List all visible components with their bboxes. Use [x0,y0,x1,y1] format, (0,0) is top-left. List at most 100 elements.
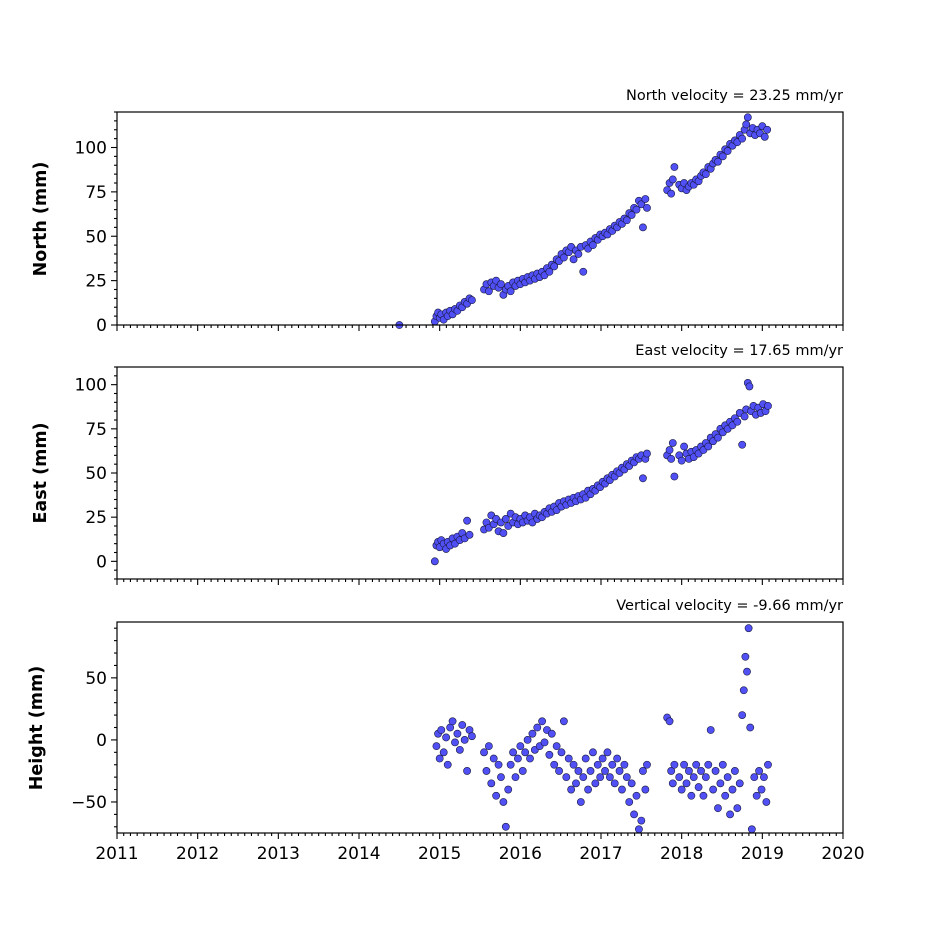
data-point [723,773,732,782]
data-point [501,515,510,523]
data-point [506,760,515,769]
data-point [574,767,583,775]
data-point [533,723,542,732]
data-point [528,729,537,738]
data-point [589,748,597,757]
north-points [395,113,772,329]
data-point [764,760,772,769]
data-point [752,791,761,800]
data-point [437,726,446,734]
data-point [757,785,766,794]
data-point [718,760,727,769]
data-point [596,773,605,782]
north-y-ticks: 0 25 50 75 100 [75,111,117,336]
data-point [622,216,631,225]
data-point [728,785,737,794]
x-tick-label: 2014 [337,844,380,864]
data-point [667,189,676,198]
data-point [615,767,624,775]
data-point [733,804,742,813]
data-point [694,783,703,791]
data-point [569,255,578,264]
east-panel-title: East velocity = 17.65 mm/yr [635,343,843,359]
data-point [430,557,439,566]
data-point [482,767,491,775]
y-tick-label: −50 [71,793,107,813]
data-point [526,754,534,763]
data-point [610,779,619,788]
data-point [579,267,588,276]
data-point [677,456,686,465]
x-tick-label: 2015 [418,844,461,864]
y-tick-label: 75 [85,183,107,203]
y-tick-label: 25 [85,508,107,528]
north-plot-frame [116,111,844,326]
data-point [738,711,747,719]
data-point [670,163,679,171]
data-point [460,736,469,744]
data-point [579,773,588,782]
data-point [665,717,674,726]
y-tick-label: 50 [85,669,107,689]
data-point [442,733,451,742]
data-point [432,742,441,751]
data-point [574,250,583,258]
data-point [465,530,474,539]
data-point [641,785,650,794]
data-point [521,748,530,757]
data-point [453,729,462,738]
data-point [685,767,693,775]
data-point [497,773,505,782]
data-point [487,779,496,788]
data-point [699,791,708,800]
data-point [550,760,559,769]
data-point [745,382,754,391]
data-point [589,241,597,250]
north-panel: North velocity = 23.25 mm/yr North (mm) … [31,88,844,336]
data-point [435,754,444,763]
data-point [738,440,747,449]
data-point [739,686,748,695]
data-point [562,773,571,782]
data-point [627,211,636,219]
data-point [750,773,759,782]
data-point [484,287,493,296]
data-point [509,748,517,757]
data-point [697,767,705,775]
data-point [538,717,547,726]
data-point [743,667,751,676]
data-point [499,529,508,537]
data-point [706,726,715,734]
data-point [677,785,686,794]
data-point [701,773,710,782]
data-point [627,779,636,788]
data-point [667,767,676,775]
east-points [430,378,772,566]
data-point [516,742,525,751]
data-point [584,785,592,794]
height-y-ticks: −50 0 50 [71,627,117,828]
data-point [632,205,641,214]
data-point [733,417,742,426]
data-point [591,779,600,788]
data-point [605,773,614,782]
data-point [567,785,576,794]
data-point [635,825,643,834]
data-point [738,134,747,143]
data-point [704,442,713,451]
y-tick-label: 100 [75,376,107,396]
data-point [593,760,602,769]
data-point [709,785,718,794]
data-point [620,760,629,769]
north-y-axis-label: North (mm) [31,162,51,277]
data-point [576,798,585,806]
east-y-ticks: 0 25 50 75 100 [75,366,117,580]
data-point [680,442,688,451]
data-point [687,791,696,800]
data-point [468,296,476,305]
data-point [692,760,701,769]
data-point [668,779,677,788]
east-x-ticks [116,579,844,585]
data-point [598,754,607,763]
data-point [463,767,471,775]
